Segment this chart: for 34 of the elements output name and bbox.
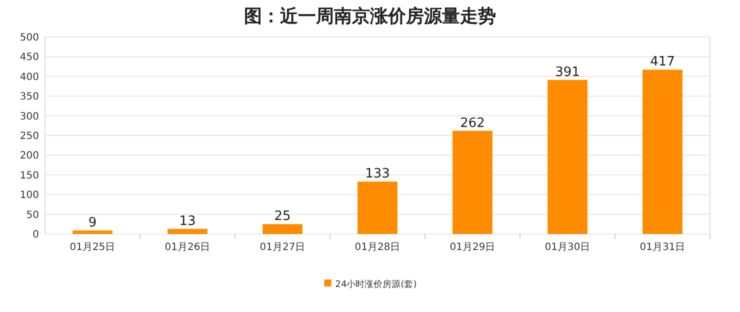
x-tick-label: 01月26日 [164, 242, 210, 253]
data-label: 262 [460, 116, 485, 131]
bar [72, 230, 112, 234]
bar [262, 224, 302, 234]
x-tick-label: 01月29日 [450, 242, 496, 253]
bar [642, 70, 682, 234]
data-label: 417 [650, 54, 675, 70]
chart-title: 图：近一周南京涨价房源量走势 [244, 6, 496, 27]
x-tick-label: 01月25日 [70, 242, 116, 253]
data-label: 9 [88, 215, 97, 230]
bar [452, 130, 492, 234]
x-tick-label: 01月28日 [354, 242, 400, 253]
data-label: 13 [179, 214, 196, 229]
y-tick-label: 500 [20, 32, 39, 44]
y-tick-label: 100 [20, 190, 39, 202]
y-tick-label: 200 [20, 150, 39, 162]
bar [358, 182, 398, 234]
y-tick-label: 150 [20, 170, 39, 182]
bar [168, 228, 208, 234]
y-tick-label: 250 [20, 131, 39, 142]
y-tick-label: 300 [20, 111, 39, 122]
y-tick-label: 400 [20, 72, 39, 83]
y-tick-label: 50 [26, 210, 39, 221]
data-label: 391 [555, 64, 580, 80]
bar [548, 80, 588, 234]
y-tick-label: 350 [20, 92, 39, 103]
legend-label: 24小时涨价房源(套) [335, 279, 417, 290]
x-tick-label: 01月30日 [544, 242, 590, 253]
data-label: 133 [365, 166, 390, 182]
x-tick-label: 01月31日 [640, 242, 686, 253]
y-tick-label: 450 [20, 52, 39, 64]
data-label: 25 [274, 209, 291, 224]
y-tick-label: 0 [32, 230, 39, 240]
x-tick-label: 01月27日 [260, 242, 306, 253]
